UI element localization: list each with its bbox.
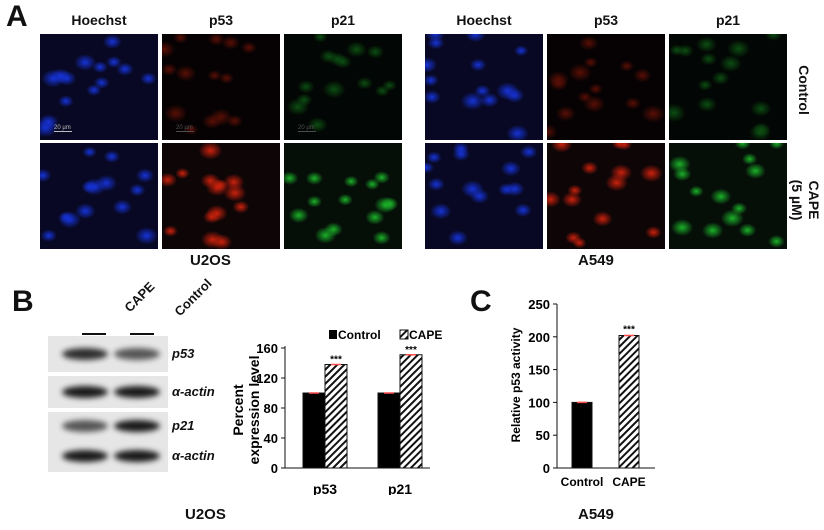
y-tick-label: 0 <box>271 461 278 476</box>
y-tick-label: 50 <box>536 428 550 443</box>
micrograph-p53-control: 20 µm <box>162 34 280 140</box>
y-tick-label: 40 <box>264 431 278 446</box>
legend-swatch-cape <box>399 329 409 340</box>
scale-bar: 20 µm <box>176 125 194 132</box>
x-tick-label: p53 <box>313 481 337 495</box>
bar-cape-p21 <box>399 354 423 469</box>
bar-control-p21 <box>377 392 401 469</box>
lane-label-control: Control <box>171 275 215 319</box>
micrograph-p53-control <box>547 34 665 140</box>
lane-bar <box>130 333 154 335</box>
chart-b: 0 40 80 120 160 *** p53 *** p21 Control CAPE Percen… <box>230 328 442 495</box>
blot-label: p53 <box>172 346 195 361</box>
micrograph-hoechst-cape <box>40 143 158 249</box>
y-tick-label: 160 <box>256 341 278 356</box>
column-header: Hoechst <box>456 12 512 28</box>
bar-cape-p53 <box>324 364 348 469</box>
y-axis-label: Percentexpression level <box>230 356 262 465</box>
micrograph-p21-cape <box>284 143 402 249</box>
protein-band <box>114 386 160 398</box>
micrograph-hoechst-control: 20 µm <box>40 34 158 140</box>
micrograph-p21-control <box>669 34 787 140</box>
legend-label-cape: CAPE <box>409 328 442 342</box>
protein-band <box>62 450 108 462</box>
micrograph-hoechst-control <box>425 34 543 140</box>
significance-label: *** <box>405 345 417 356</box>
panel-b-label: B <box>12 285 34 318</box>
y-axis-label: Relative p53 activity <box>509 327 523 442</box>
scale-bar: 20 µm <box>298 125 316 132</box>
x-tick-label: p21 <box>388 481 412 495</box>
lane-label-cape: CAPE <box>121 278 158 315</box>
significance-label: *** <box>623 324 635 335</box>
y-tick-label: 200 <box>528 330 550 345</box>
blot-label: p21 <box>172 418 195 433</box>
micrograph-p53-cape <box>547 143 665 249</box>
micrograph-hoechst-cape <box>425 143 543 249</box>
y-tick-label: 80 <box>264 401 278 416</box>
cell-line-u2os-a: U2OS <box>190 252 231 269</box>
blot-label: α-actin <box>172 448 215 463</box>
significance-label: *** <box>330 355 342 366</box>
blot-strip <box>48 412 168 440</box>
protein-band <box>62 386 108 398</box>
lane-bar <box>82 333 106 335</box>
blot-strip <box>48 376 168 408</box>
y-tick-label: 150 <box>528 363 550 378</box>
protein-band <box>62 348 108 360</box>
panel-c-label: C <box>470 285 492 318</box>
x-tick-label: CAPE <box>612 475 645 489</box>
column-header: p21 <box>715 12 741 28</box>
chart-c: 0 50 100 150 200 250 Control *** CAPE Relative p5… <box>509 297 655 489</box>
row-label-cape-dose: (5 µM) <box>789 179 805 221</box>
micrograph-p21-control: 20 µm <box>284 34 402 140</box>
y-tick-label: 120 <box>256 371 278 386</box>
y-tick-label: 100 <box>528 395 550 410</box>
protein-band <box>114 450 160 462</box>
panel-a-label: A <box>6 0 28 33</box>
legend-label-control: Control <box>338 328 381 342</box>
row-label-control: Control <box>796 65 812 115</box>
legend-swatch-control <box>329 330 337 339</box>
blot-label: α-actin <box>172 384 215 399</box>
cell-line-u2os-b: U2OS <box>185 506 226 523</box>
cell-line-a549-c: A549 <box>578 506 614 523</box>
column-header: p53 <box>208 12 234 28</box>
row-label-cape: CAPE <box>806 180 822 220</box>
column-header: Hoechst <box>71 12 127 28</box>
scale-bar: 20 µm <box>54 125 72 132</box>
column-header: p21 <box>330 12 356 28</box>
protein-band <box>62 420 108 432</box>
column-header: p53 <box>593 12 619 28</box>
bar-cape <box>618 334 640 469</box>
x-tick-label: Control <box>561 475 604 489</box>
cell-line-a549-a: A549 <box>578 252 614 269</box>
blot-strip <box>48 336 168 372</box>
y-tick-label: 0 <box>543 461 550 476</box>
y-tick-label: 250 <box>528 297 550 312</box>
bar-control-p53 <box>302 392 326 469</box>
bar-control <box>571 401 593 469</box>
blot-strip <box>48 440 168 472</box>
micrograph-p53-cape <box>162 143 280 249</box>
protein-band <box>114 348 160 360</box>
micrograph-p21-cape <box>669 143 787 249</box>
protein-band <box>114 420 160 432</box>
